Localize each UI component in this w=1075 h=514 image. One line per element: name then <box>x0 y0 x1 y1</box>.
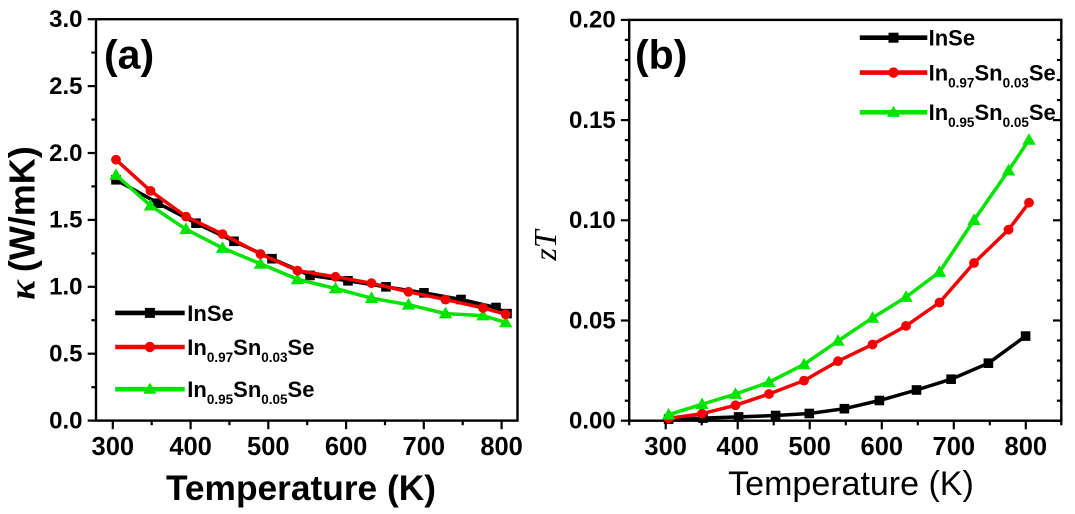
svg-text:Temperature (K): Temperature (K) <box>166 469 436 508</box>
svg-text:700: 700 <box>403 433 446 461</box>
svg-text:800: 800 <box>1005 433 1048 461</box>
svg-text:2.0: 2.0 <box>49 140 82 167</box>
svg-text:0.10: 0.10 <box>569 207 616 234</box>
svg-text:800: 800 <box>480 433 523 461</box>
svg-text:Temperature (K): Temperature (K) <box>728 465 974 503</box>
svg-text:0.5: 0.5 <box>49 341 82 368</box>
svg-text:300: 300 <box>92 433 135 461</box>
svg-text:500: 500 <box>788 433 831 461</box>
svg-text:In0.95Sn0.05Se: In0.95Sn0.05Se <box>929 100 1056 130</box>
svg-text:κ(W/mK): κ(W/mK) <box>2 146 44 300</box>
svg-text:(b): (b) <box>635 31 687 77</box>
svg-text:0.15: 0.15 <box>569 107 616 134</box>
svg-text:400: 400 <box>716 433 759 461</box>
svg-text:InSe: InSe <box>929 26 975 51</box>
svg-text:1.5: 1.5 <box>49 207 82 234</box>
svg-text:zT: zT <box>527 228 563 261</box>
svg-text:600: 600 <box>325 433 368 461</box>
svg-text:In0.95Sn0.05Se: In0.95Sn0.05Se <box>187 377 314 407</box>
svg-text:0.00: 0.00 <box>569 408 616 435</box>
svg-text:600: 600 <box>861 433 904 461</box>
svg-text:2.5: 2.5 <box>49 73 82 100</box>
svg-text:InSe: InSe <box>187 301 233 326</box>
svg-text:300: 300 <box>644 433 687 461</box>
svg-text:0.20: 0.20 <box>569 7 616 34</box>
svg-text:(a): (a) <box>104 31 154 77</box>
svg-text:400: 400 <box>169 433 212 461</box>
svg-text:500: 500 <box>247 433 290 461</box>
svg-text:0.0: 0.0 <box>49 407 82 434</box>
svg-text:1.0: 1.0 <box>49 274 82 301</box>
svg-text:0.05: 0.05 <box>569 307 616 334</box>
svg-text:700: 700 <box>933 433 976 461</box>
svg-text:3.0: 3.0 <box>49 6 82 33</box>
